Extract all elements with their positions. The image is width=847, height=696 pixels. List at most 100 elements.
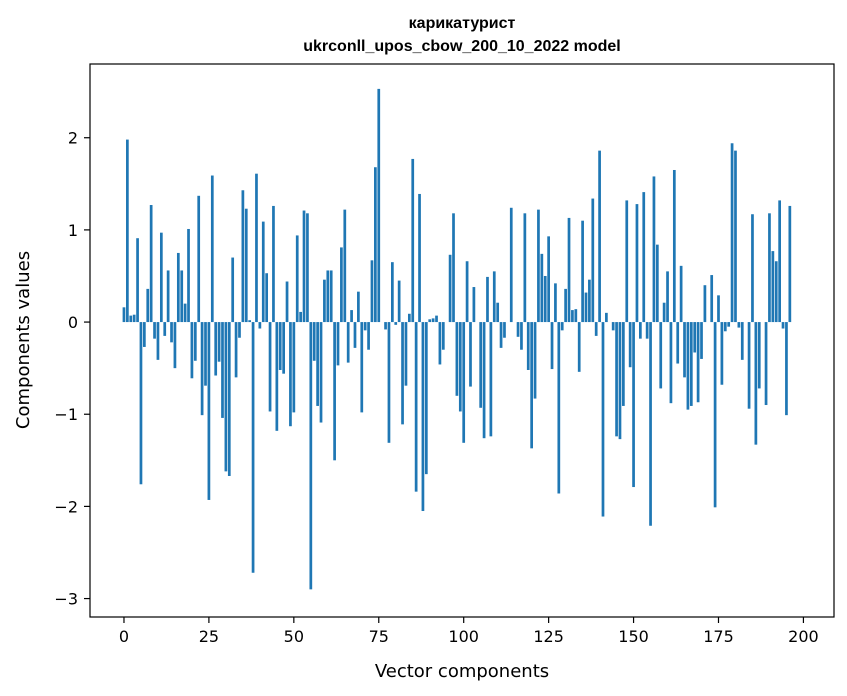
bar-8 (149, 205, 153, 323)
bars-group (122, 88, 792, 590)
y-tick-label: 2 (68, 129, 78, 148)
bar-103 (472, 287, 476, 323)
bar-69 (357, 291, 360, 323)
bar-48 (285, 281, 289, 323)
bar-131 (567, 217, 571, 323)
bar-41 (261, 221, 265, 323)
bar-87 (418, 193, 421, 323)
bar-185 (751, 214, 754, 323)
bar-42 (265, 273, 269, 323)
x-axis-label: Vector components (375, 661, 549, 682)
bar-46 (278, 322, 282, 370)
bar-0 (122, 307, 126, 323)
bar-55 (309, 322, 313, 590)
bar-111 (499, 322, 503, 348)
y-tick-label: 1 (68, 221, 78, 240)
bar-121 (533, 322, 537, 399)
bar-19 (187, 228, 190, 323)
bar-123 (540, 253, 544, 323)
bar-14 (170, 322, 173, 343)
bar-85 (411, 158, 415, 323)
bar-91 (431, 318, 435, 323)
bar-2 (129, 315, 133, 323)
bar-133 (574, 309, 578, 323)
bar-21 (193, 322, 197, 361)
bar-135 (581, 220, 584, 323)
bar-181 (737, 322, 741, 328)
bar-190 (768, 213, 771, 323)
bar-94 (441, 322, 445, 350)
bar-149 (628, 322, 632, 368)
bar-72 (367, 322, 370, 350)
bar-73 (370, 260, 374, 323)
bar-6 (142, 322, 146, 347)
bar-39 (255, 173, 258, 323)
bar-92 (435, 315, 438, 323)
bar-45 (275, 322, 279, 431)
bar-187 (757, 322, 761, 389)
bar-20 (190, 322, 194, 379)
bar-108 (489, 322, 493, 437)
bar-23 (200, 322, 204, 416)
bar-128 (557, 322, 561, 494)
x-tick-label: 75 (369, 627, 389, 646)
bar-150 (632, 322, 635, 488)
bar-160 (666, 271, 669, 323)
bar-178 (727, 322, 731, 327)
bar-175 (717, 295, 720, 323)
bar-71 (363, 322, 367, 331)
bar-120 (530, 322, 534, 449)
bar-169 (696, 322, 700, 403)
bar-29 (221, 322, 224, 418)
bar-196 (788, 205, 792, 323)
bar-5 (139, 322, 143, 485)
bar-132 (571, 310, 574, 323)
bar-99 (458, 322, 462, 412)
x-tick-label: 100 (448, 627, 479, 646)
bar-96 (448, 254, 452, 323)
y-axis-label: Components values (13, 251, 34, 429)
bar-137 (588, 279, 591, 323)
bar-98 (455, 322, 459, 396)
bar-117 (520, 322, 523, 350)
y-tick-label: −1 (54, 405, 78, 424)
x-tick-label: 50 (284, 627, 304, 646)
bar-66 (346, 322, 350, 363)
bar-68 (353, 322, 357, 348)
x-axis-ticks: 0 25 50 75 100 125 150 175 200 (119, 617, 819, 646)
bar-114 (509, 207, 513, 323)
bar-79 (390, 262, 394, 323)
bar-122 (537, 209, 540, 323)
bar-35 (241, 190, 245, 323)
bar-141 (601, 322, 605, 517)
bar-163 (676, 322, 680, 364)
bar-58 (319, 322, 323, 423)
bar-27 (214, 322, 218, 376)
y-axis-ticks: −3 −2 −1 0 1 2 (54, 129, 90, 609)
bar-168 (693, 322, 697, 353)
bar-145 (615, 322, 618, 437)
bar-74 (374, 167, 377, 323)
bar-60 (326, 270, 330, 323)
bar-4 (136, 238, 139, 323)
bar-177 (723, 322, 727, 332)
bar-83 (404, 322, 408, 386)
bar-37 (248, 320, 252, 323)
chart-title-line1: карикатурист (409, 15, 516, 32)
bar-52 (299, 311, 302, 323)
bar-162 (672, 169, 676, 323)
bar-65 (343, 209, 347, 323)
bar-125 (547, 236, 550, 323)
bar-30 (224, 322, 228, 472)
bar-93 (438, 322, 442, 365)
bar-182 (740, 322, 744, 360)
bar-62 (333, 322, 336, 461)
bar-17 (180, 270, 184, 323)
bar-110 (496, 302, 500, 323)
bar-11 (159, 232, 163, 323)
bar-116 (516, 322, 520, 337)
bar-161 (669, 322, 673, 404)
bar-164 (679, 265, 683, 323)
bar-152 (638, 322, 642, 339)
bar-82 (401, 322, 404, 425)
